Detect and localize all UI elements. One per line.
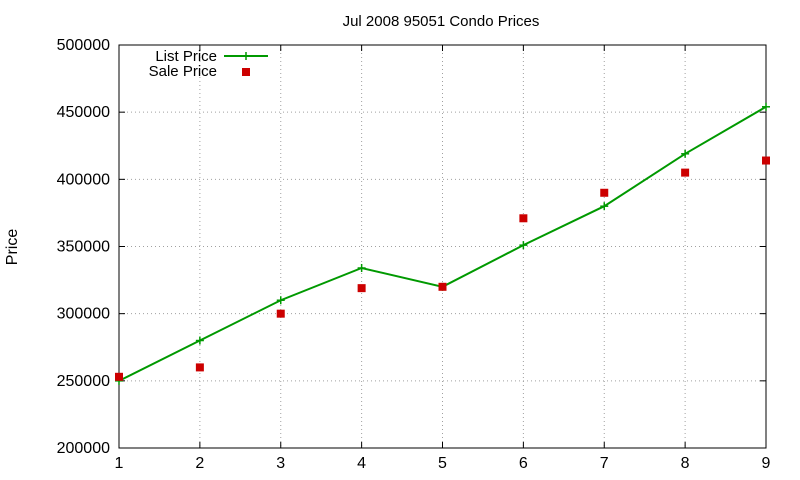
x-tick-label: 3 <box>276 455 285 472</box>
sale-price-point <box>115 372 123 381</box>
sale-price-point <box>357 284 366 293</box>
series <box>115 102 770 385</box>
sale-price-point <box>438 282 447 291</box>
list-price-point <box>600 202 609 211</box>
x-tick-label: 7 <box>600 455 609 472</box>
x-tick-label: 4 <box>357 455 366 472</box>
list-price-point <box>276 296 285 305</box>
chart-title: Jul 2008 95051 Condo Prices <box>343 13 540 30</box>
x-tick-label: 6 <box>519 455 528 472</box>
legend-marker-list-price <box>242 52 250 60</box>
legend-marker-sale-price <box>242 68 250 76</box>
y-tick-label: 350000 <box>57 239 110 256</box>
sale-price-point <box>195 363 204 372</box>
y-tick-label: 450000 <box>57 104 110 121</box>
axis-ticks: 1 2 3 4 5 6 7 8 9 200000 250000 300000 350000 400000 4… <box>57 37 771 472</box>
y-tick-label: 500000 <box>57 37 110 54</box>
list-price-point <box>195 336 204 345</box>
list-price-point <box>762 102 770 111</box>
x-tick-label: 2 <box>195 455 204 472</box>
legend-label-sale-price: Sale Price <box>149 63 217 80</box>
legend: List Price Sale Price <box>149 48 268 80</box>
y-tick-label: 250000 <box>57 373 110 390</box>
y-axis-label: Price <box>4 229 21 266</box>
y-tick-label: 400000 <box>57 171 110 188</box>
list-price-point <box>681 149 690 158</box>
list-price-point <box>357 263 366 272</box>
sale-price-point <box>600 188 609 197</box>
legend-label-list-price: List Price <box>155 48 217 65</box>
x-tick-label: 5 <box>438 455 447 472</box>
list-price-line <box>118 105 767 382</box>
x-tick-label: 8 <box>681 455 690 472</box>
y-tick-label: 200000 <box>57 440 110 457</box>
sale-price-point <box>276 309 285 318</box>
x-tick-label: 1 <box>115 455 124 472</box>
sale-price-point <box>762 156 770 165</box>
y-tick-label: 300000 <box>57 306 110 323</box>
sale-price-point <box>681 168 690 177</box>
grid <box>119 45 766 448</box>
list-price-point <box>519 241 528 250</box>
sale-price-point <box>519 214 528 223</box>
x-tick-label: 9 <box>762 455 771 472</box>
